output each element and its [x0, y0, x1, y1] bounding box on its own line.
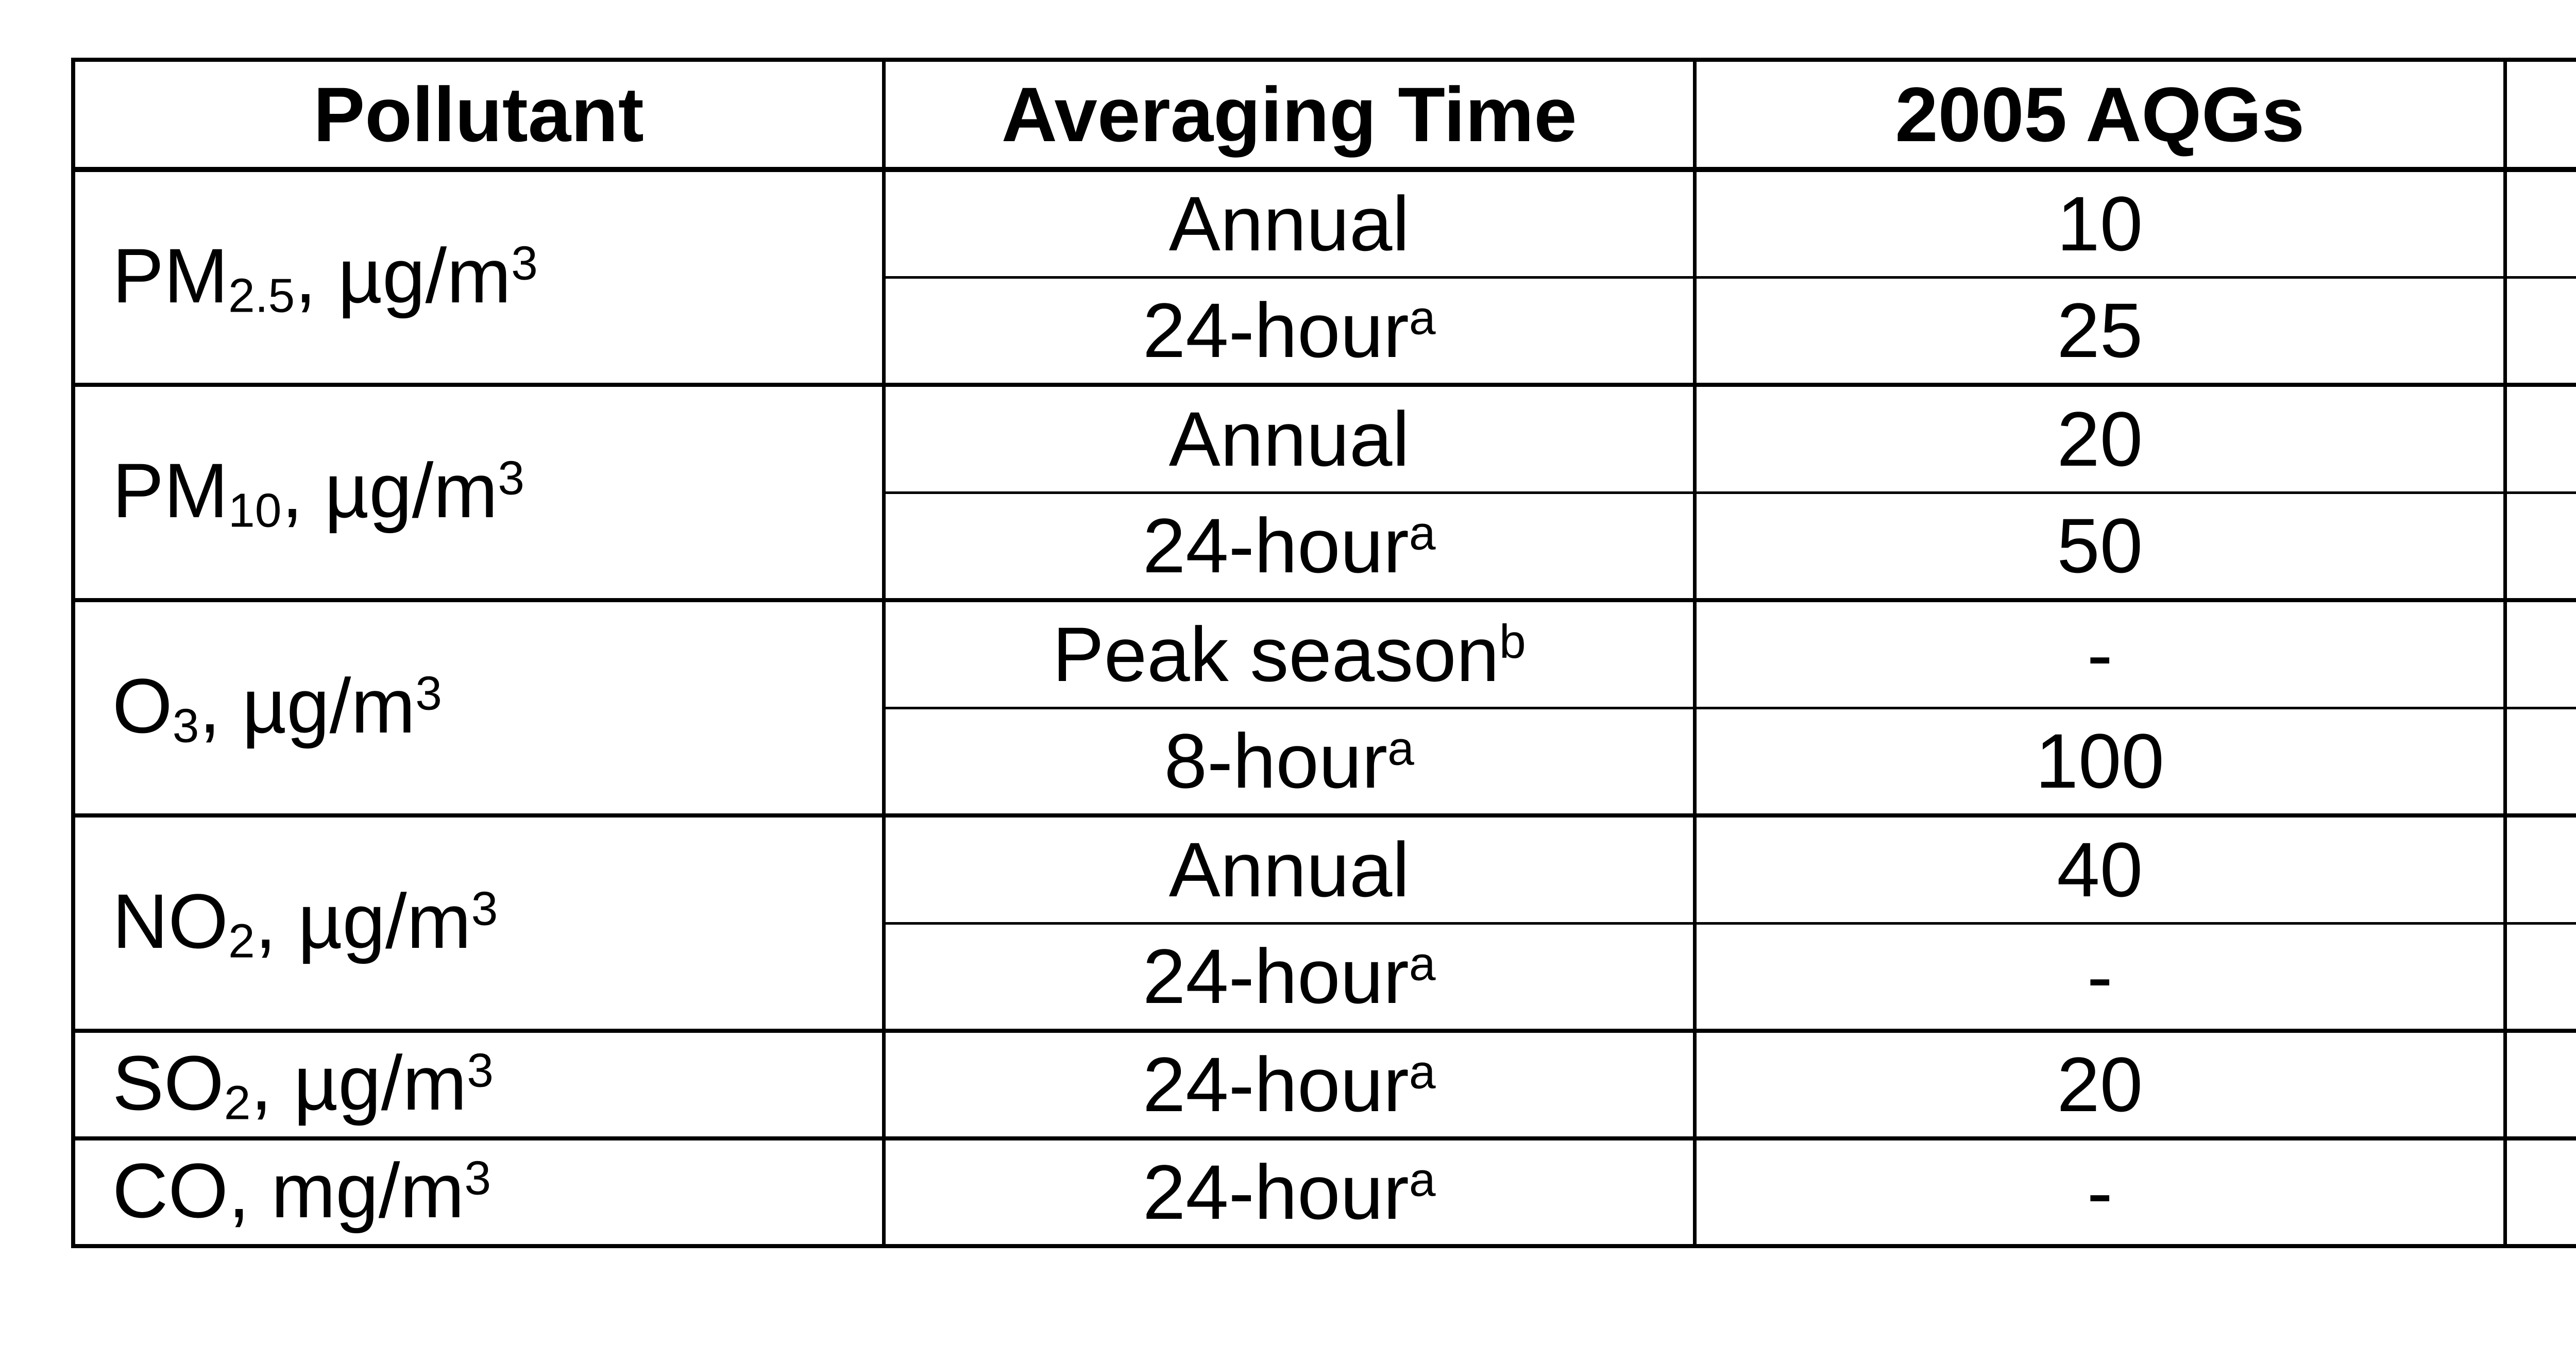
pollutant-formula: PM	[112, 447, 228, 534]
table-row-pm25-annual: PM2.5, µg/m3 Annual 10 5	[71, 167, 2576, 387]
superscript: 3	[471, 881, 498, 935]
averaging-time-cell: 24-houra	[882, 1029, 1697, 1140]
value-2021-cell: 60	[2503, 598, 2576, 709]
pollutant-unit: , µg/m	[255, 878, 471, 965]
pollutant-unit: , µg/m	[281, 447, 498, 534]
value-2021-cell: 40	[2503, 1029, 2576, 1140]
averaging-time-cell: Annual	[882, 167, 1697, 279]
averaging-time-cell: 24-houra	[882, 1136, 1697, 1248]
value-2021-cell: 5	[2503, 167, 2576, 279]
table-row-so2-24hour: SO2, µg/m3 24-houra 20 40	[71, 1029, 2576, 1140]
superscript: 3	[415, 666, 442, 720]
value-2021-cell: 100	[2503, 706, 2576, 818]
value-2005-cell: 10	[1692, 167, 2507, 279]
pollutant-formula: PM	[112, 232, 228, 319]
column-header-pollutant: Pollutant	[71, 58, 886, 172]
footnote-superscript: a	[1409, 291, 1436, 345]
averaging-time-label: 24-hour	[1142, 287, 1409, 374]
averaging-time-cell: 24-houra	[882, 491, 1697, 602]
value-2005-cell: -	[1692, 922, 2507, 1033]
aqg-table: Pollutant Averaging Time 2005 AQGs 2021 …	[71, 58, 2576, 1248]
pollutant-cell-o3: O3, µg/m3	[71, 598, 886, 818]
averaging-time-cell: 24-houra	[882, 276, 1697, 387]
value-2021-cell: 25	[2503, 922, 2576, 1033]
averaging-time-label: 24-hour	[1142, 1041, 1409, 1128]
pollutant-formula: CO	[112, 1147, 228, 1234]
footnote-superscript: a	[1409, 937, 1436, 991]
averaging-time-label: 24-hour	[1142, 933, 1409, 1020]
footnote-superscript: a	[1409, 506, 1436, 560]
pollutant-unit: , µg/m	[295, 232, 512, 319]
value-2005-cell: -	[1692, 598, 2507, 709]
subscript: 3	[172, 699, 199, 753]
value-2005-cell: 50	[1692, 491, 2507, 602]
footnote-superscript: a	[1409, 1152, 1436, 1206]
averaging-time-cell: Peak seasonb	[882, 598, 1697, 709]
value-2005-cell: -	[1692, 1136, 2507, 1248]
pollutant-cell-so2: SO2, µg/m3	[71, 1029, 886, 1140]
superscript: 3	[511, 235, 538, 290]
table-row-no2-annual: NO2, µg/m3 Annual 40 10	[71, 813, 2576, 1033]
subscript: 2	[228, 914, 255, 968]
value-2021-cell: 15	[2503, 383, 2576, 494]
averaging-time-label: 8-hour	[1164, 718, 1388, 805]
averaging-time-label: Peak season	[1052, 610, 1500, 697]
column-header-2005-aqgs: 2005 AQGs	[1692, 58, 2507, 172]
averaging-time-cell: 8-houra	[882, 706, 1697, 818]
footnote-superscript: a	[1387, 721, 1414, 775]
value-2005-cell: 20	[1692, 1029, 2507, 1140]
value-2021-cell: 10	[2503, 813, 2576, 925]
column-header-averaging-time: Averaging Time	[882, 58, 1697, 172]
value-2005-cell: 25	[1692, 276, 2507, 387]
averaging-time-label: Annual	[1168, 395, 1410, 482]
pollutant-formula: O	[112, 662, 173, 750]
column-header-2021-aqgs: 2021 AQGs	[2503, 58, 2576, 172]
subscript: 10	[228, 483, 282, 537]
table-row-o3-peak-season: O3, µg/m3 Peak seasonb - 60	[71, 598, 2576, 818]
pollutant-cell-no2: NO2, µg/m3	[71, 813, 886, 1033]
averaging-time-cell: Annual	[882, 383, 1697, 494]
superscript: 3	[498, 451, 525, 505]
pollutant-formula: SO	[112, 1039, 224, 1126]
averaging-time-label: Annual	[1168, 826, 1410, 913]
averaging-time-label: Annual	[1168, 180, 1410, 267]
value-2021-cell: 4	[2503, 1136, 2576, 1248]
table-row-pm25-24hour: 24-houra 25 15	[73, 276, 2576, 387]
pollutant-unit: , µg/m	[250, 1039, 467, 1126]
pollutant-formula: NO	[112, 878, 228, 965]
pollutant-cell-pm10: PM10, µg/m3	[71, 383, 886, 602]
value-2005-cell: 20	[1692, 383, 2507, 494]
table-row-pm10-24hour: 24-houra 50 45	[73, 491, 2576, 602]
footnote-superscript: a	[1409, 1045, 1436, 1099]
averaging-time-cell: 24-houra	[882, 922, 1697, 1033]
value-2005-cell: 100	[1692, 706, 2507, 818]
table-row-no2-24hour: 24-houra - 25	[73, 922, 2576, 1033]
footnote-superscript: b	[1499, 615, 1526, 669]
averaging-time-cell: Annual	[882, 813, 1697, 925]
value-2021-cell: 45	[2503, 491, 2576, 602]
table-row-co-24hour: CO, mg/m3 24-houra - 4	[71, 1136, 2576, 1248]
superscript: 3	[464, 1150, 492, 1204]
averaging-time-label: 24-hour	[1142, 502, 1409, 589]
table-header-row: Pollutant Averaging Time 2005 AQGs 2021 …	[71, 58, 2576, 172]
table-row-pm10-annual: PM10, µg/m3 Annual 20 15	[71, 383, 2576, 602]
subscript: 2.5	[228, 268, 295, 322]
table-row-o3-8hour: 8-houra 100 100	[73, 706, 2576, 818]
pollutant-unit: , mg/m	[228, 1147, 465, 1234]
averaging-time-label: 24-hour	[1142, 1149, 1409, 1235]
superscript: 3	[467, 1043, 494, 1097]
value-2021-cell: 15	[2503, 276, 2576, 387]
subscript: 2	[224, 1076, 251, 1130]
pollutant-cell-pm25: PM2.5, µg/m3	[71, 167, 886, 387]
value-2005-cell: 40	[1692, 813, 2507, 925]
pollutant-unit: , µg/m	[199, 662, 416, 750]
pollutant-cell-co: CO, mg/m3	[71, 1136, 886, 1248]
